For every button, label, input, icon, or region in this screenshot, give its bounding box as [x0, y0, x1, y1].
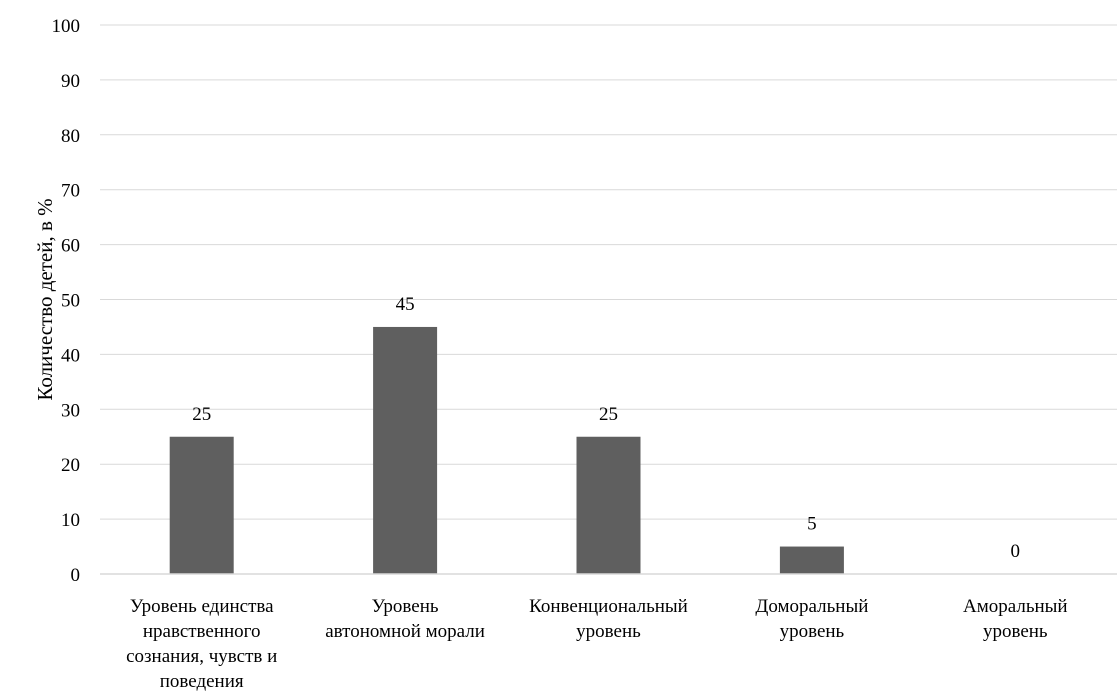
bars — [169, 326, 844, 574]
x-category-label-line: Уровень — [372, 596, 439, 617]
x-category-label-line: Доморальный — [755, 596, 868, 617]
x-category-label-line: Конвенциональный — [529, 596, 688, 617]
x-category-label-line: нравственного — [143, 621, 261, 642]
category-labels: Уровень единства нравственного сознания, ч… — [126, 596, 1067, 692]
y-tick-label: 20 — [61, 455, 80, 476]
x-category-label-line: Уровень единства — [130, 596, 274, 617]
data-label: 45 — [396, 294, 415, 315]
bar — [373, 326, 438, 574]
y-axis-title: Количество детей, в % — [33, 198, 57, 400]
x-category-label: Уровень автономной морали — [325, 596, 485, 642]
x-category-label-line: уровень — [780, 621, 845, 642]
x-category-label: Аморальный уровень — [963, 596, 1068, 642]
y-tick-label: 80 — [61, 126, 80, 147]
gridlines — [100, 24, 1117, 520]
y-tick-label: 40 — [61, 345, 80, 366]
data-label: 25 — [599, 404, 618, 425]
bar — [576, 436, 641, 574]
x-category-label-line: сознания, чувств и — [126, 646, 277, 667]
x-category-label: Конвенциональный уровень — [529, 596, 688, 642]
x-category-label-line: уровень — [983, 621, 1048, 642]
y-tick-label: 10 — [61, 510, 80, 531]
data-label: 25 — [192, 404, 211, 425]
x-category-label-line: поведения — [160, 671, 244, 692]
y-tick-label: 70 — [61, 181, 80, 202]
data-label: 0 — [1011, 541, 1021, 562]
y-tick-label: 0 — [71, 565, 81, 586]
y-axis-ticks: 0 10 20 30 40 50 60 70 80 90 100 — [52, 16, 81, 586]
bar — [779, 546, 844, 574]
y-tick-label: 90 — [61, 71, 80, 92]
x-category-label: Уровень единства нравственного сознания, ч… — [126, 596, 277, 692]
x-category-label: Доморальный уровень — [755, 596, 868, 642]
y-tick-label: 100 — [52, 16, 81, 37]
data-label: 5 — [807, 514, 817, 535]
x-category-label-line: уровень — [576, 621, 641, 642]
data-labels: 25 45 25 5 0 — [192, 294, 1020, 562]
y-tick-label: 30 — [61, 400, 80, 421]
x-category-label-line: автономной морали — [325, 621, 485, 642]
y-tick-label: 50 — [61, 291, 80, 312]
bar — [169, 436, 234, 574]
y-tick-label: 60 — [61, 236, 80, 257]
x-category-label-line: Аморальный — [963, 596, 1068, 617]
